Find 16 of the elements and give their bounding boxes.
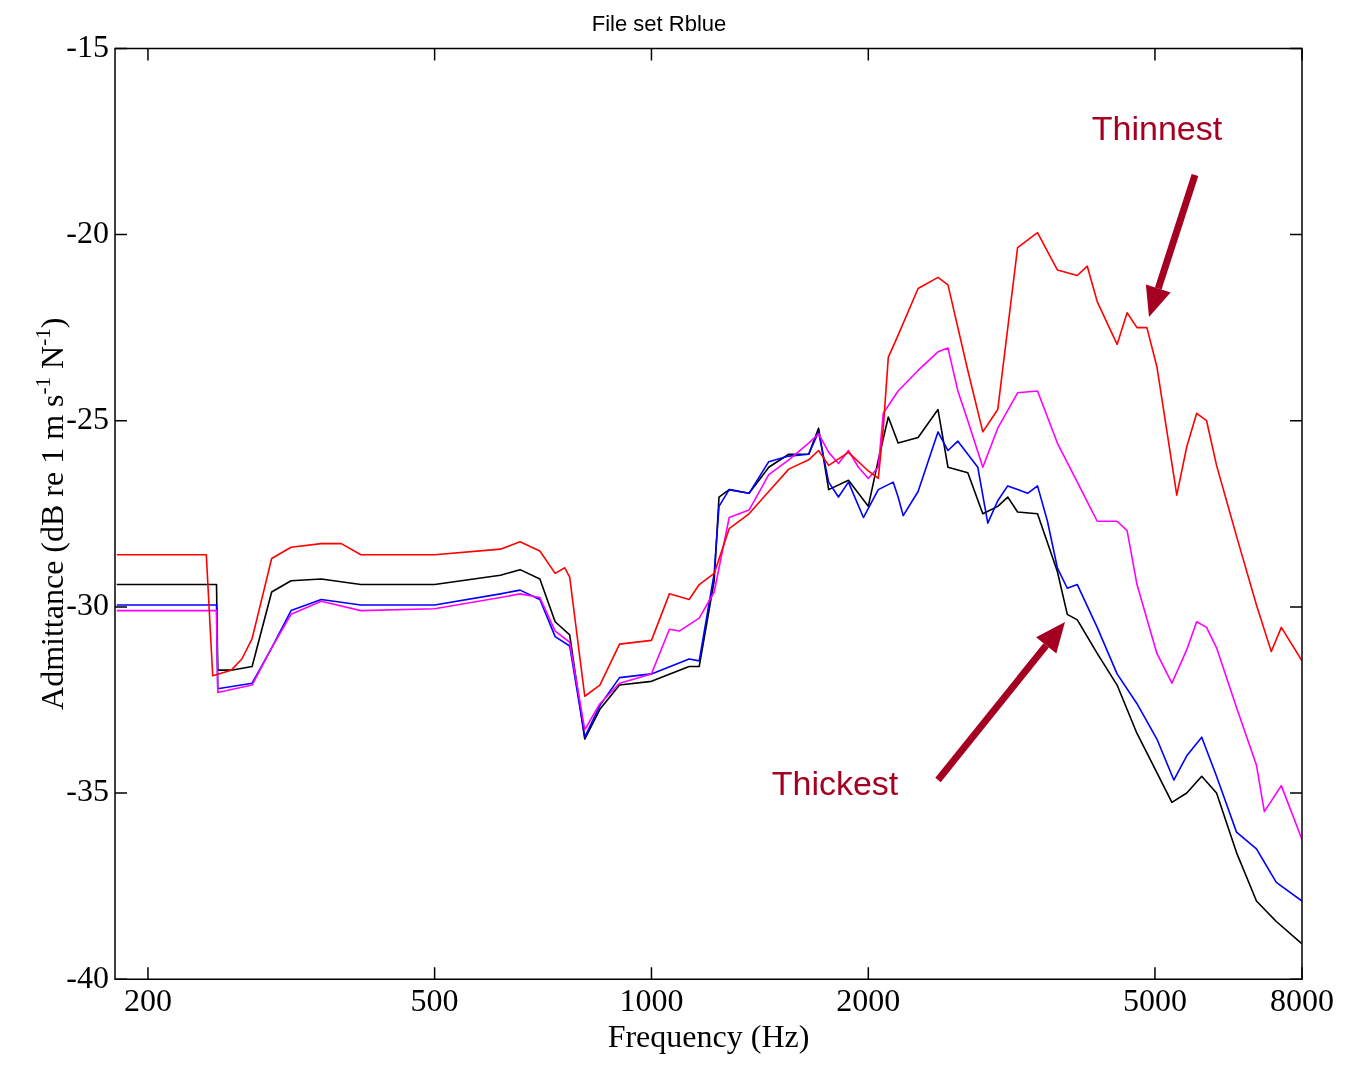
chart-title: File set Rblue bbox=[591, 11, 727, 37]
x-tick-label: 200 bbox=[123, 981, 172, 1018]
y-tick-label: -15 bbox=[66, 27, 109, 64]
annotation: Thinnest bbox=[1091, 109, 1223, 147]
y-tick-label: -20 bbox=[66, 213, 109, 250]
x-tick-label: 8000 bbox=[1270, 981, 1334, 1018]
x-tick-label: 2000 bbox=[836, 981, 901, 1018]
y-tick-label: -30 bbox=[66, 586, 109, 623]
x-axis-title: Frequency (Hz) bbox=[607, 1018, 810, 1055]
x-tick-label: 1000 bbox=[619, 981, 684, 1018]
y-tick-label: -40 bbox=[66, 958, 109, 995]
y-tick-label: -25 bbox=[66, 400, 109, 437]
annotation: Thickest bbox=[771, 764, 899, 802]
x-tick-label: 500 bbox=[410, 981, 459, 1018]
x-tick-label: 5000 bbox=[1122, 981, 1187, 1018]
y-tick-label: -35 bbox=[66, 772, 109, 809]
